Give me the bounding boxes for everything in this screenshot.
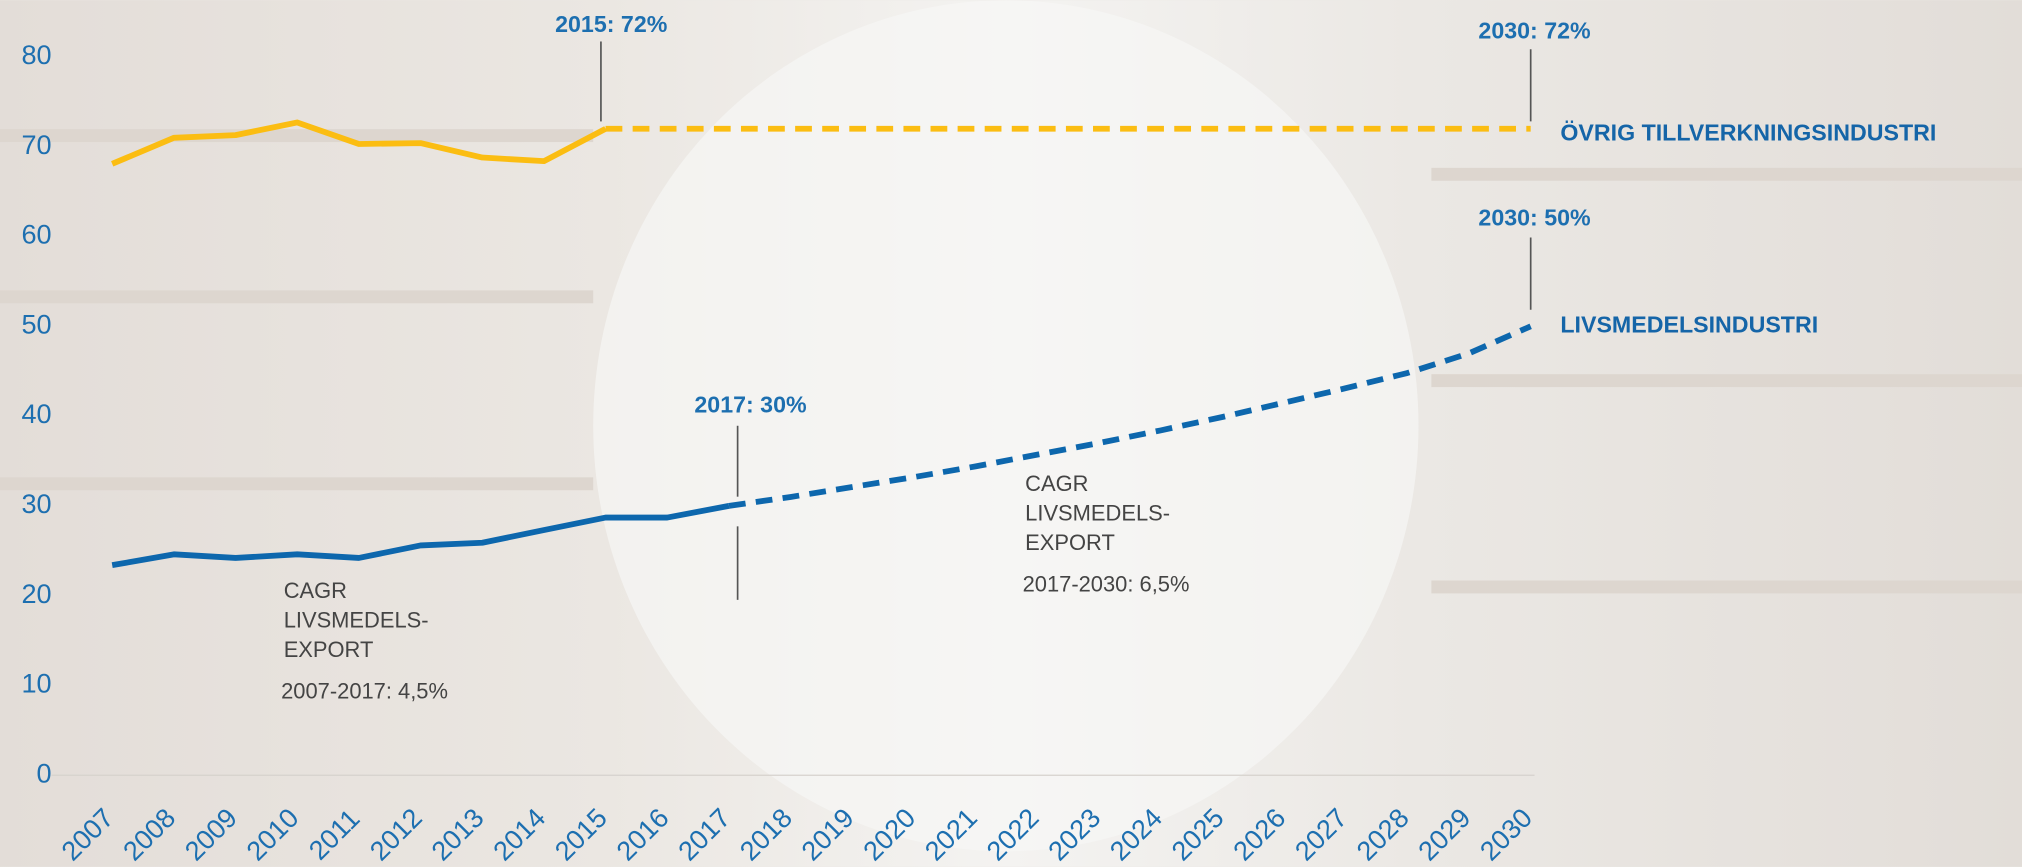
y-tick-label: 0 <box>37 757 52 788</box>
note-line: LIVSMEDELS- <box>1025 501 1170 526</box>
note-rate: 2007-2017: 4,5% <box>281 678 448 703</box>
note-rate: 2017-2030: 6,5% <box>1023 571 1190 596</box>
callout: 2015: 72% <box>555 11 668 37</box>
note-line: CAGR <box>1025 471 1088 496</box>
callout: 2017: 30% <box>694 392 807 418</box>
callout: 2030: 72% <box>1478 18 1591 44</box>
series-label: LIVSMEDELSINDUSTRI <box>1560 312 1818 338</box>
chart: 0102030405060708020072008200920102011201… <box>0 0 2022 867</box>
note-line: EXPORT <box>284 637 374 662</box>
y-tick-label: 30 <box>21 488 51 519</box>
y-tick-label: 10 <box>21 668 51 699</box>
note-line: LIVSMEDELS- <box>284 608 429 633</box>
y-tick-label: 20 <box>21 578 51 609</box>
y-tick-label: 60 <box>21 219 51 250</box>
page: {"chart_data": {"type": "line", "categor… <box>0 0 2022 867</box>
y-tick-label: 80 <box>21 39 51 70</box>
y-tick-label: 70 <box>21 129 51 160</box>
y-tick-label: 40 <box>21 398 51 429</box>
note-line: CAGR <box>284 578 347 603</box>
series-label: ÖVRIG TILLVERKNINGSINDUSTRI <box>1560 119 1936 145</box>
note-line: EXPORT <box>1025 530 1115 555</box>
callout: 2030: 50% <box>1478 205 1591 231</box>
y-tick-label: 50 <box>21 308 51 339</box>
